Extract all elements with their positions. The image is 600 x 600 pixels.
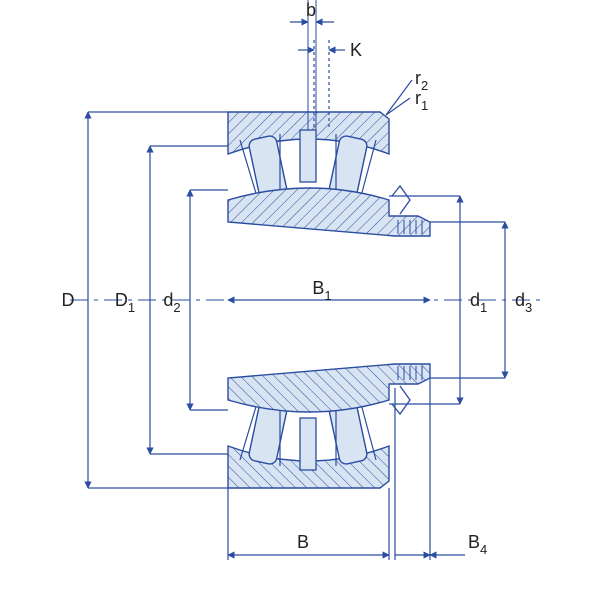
lower-half <box>228 364 430 488</box>
label-b: b <box>306 0 316 20</box>
lock-washer-top <box>392 186 410 214</box>
label-d3: d3 <box>515 290 532 315</box>
guide-ring-top <box>300 130 316 182</box>
label-d1: d1 <box>470 290 487 315</box>
label-d2: d2 <box>163 290 180 315</box>
label-D1: D1 <box>115 290 135 315</box>
label-B: B <box>297 532 309 552</box>
label-K: K <box>350 40 362 60</box>
label-B1: B1 <box>312 278 331 303</box>
bearing-cross-section-diagram: D D1 d2 d1 d3 B B4 B1 b K r1 r2 <box>0 0 600 600</box>
label-B4: B4 <box>468 532 487 557</box>
label-D: D <box>62 290 75 310</box>
